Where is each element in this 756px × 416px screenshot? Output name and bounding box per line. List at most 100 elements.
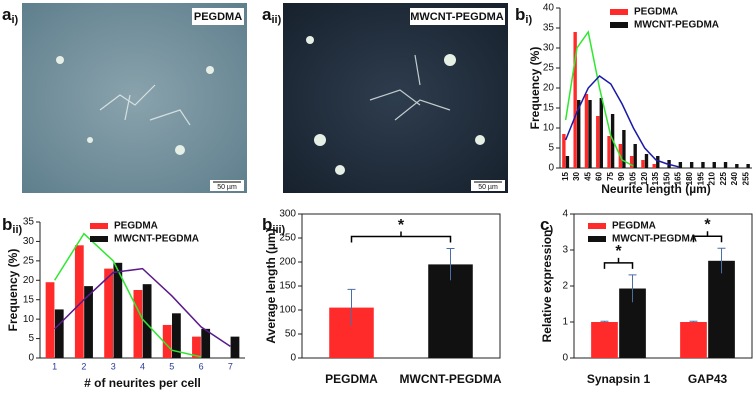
micrograph bbox=[283, 3, 508, 193]
bar bbox=[723, 162, 728, 168]
legend-label: PEGDMA bbox=[634, 7, 678, 18]
bar bbox=[562, 134, 566, 168]
cell-texture bbox=[99, 54, 451, 126]
x-tick-label: MWCNT-PEGDMA bbox=[400, 372, 502, 386]
y-tick-label: 0 bbox=[562, 353, 568, 364]
legend-swatch bbox=[90, 223, 108, 229]
y-tick-label: 2 bbox=[562, 281, 568, 292]
annotation: * bbox=[398, 217, 405, 234]
y-axis-label: Frequency (%) bbox=[6, 249, 20, 332]
bar bbox=[113, 262, 123, 358]
x-tick-label: 90 bbox=[617, 171, 626, 180]
bar bbox=[735, 164, 739, 168]
x-tick-label: 2 bbox=[81, 361, 86, 371]
x-tick-label: 210 bbox=[708, 171, 717, 185]
bar bbox=[607, 136, 611, 168]
fit-curve bbox=[54, 232, 202, 358]
bar bbox=[584, 94, 589, 168]
bar bbox=[680, 322, 707, 358]
annotation: * bbox=[704, 216, 711, 233]
legend-swatch bbox=[90, 236, 108, 242]
bar bbox=[84, 286, 93, 358]
x-tick-label: 30 bbox=[572, 171, 581, 180]
panel-sub: ) bbox=[549, 224, 553, 236]
x-tick-label: Synapsin 1 bbox=[587, 372, 651, 386]
y-tick-label: 40 bbox=[543, 3, 555, 14]
y-tick-label: 10 bbox=[23, 314, 35, 325]
micrograph bbox=[22, 3, 247, 193]
bar bbox=[701, 162, 705, 168]
bar bbox=[74, 245, 84, 358]
bar bbox=[573, 32, 577, 168]
y-tick-label: 10 bbox=[543, 123, 555, 134]
panel-label: biii) bbox=[262, 215, 286, 235]
y-tick-label: 5 bbox=[28, 333, 34, 344]
legend-label: PEGDMA bbox=[612, 221, 656, 232]
error-bar bbox=[347, 288, 356, 326]
bar bbox=[172, 313, 181, 358]
y-tick-label: 35 bbox=[23, 217, 35, 228]
x-axis-label: Neurite length (µm) bbox=[601, 182, 711, 196]
error-bar bbox=[717, 247, 726, 274]
scale-bar-box bbox=[210, 180, 244, 191]
bar bbox=[746, 164, 750, 168]
panel-letter: b bbox=[262, 215, 272, 234]
x-tick-label: 195 bbox=[696, 171, 705, 185]
bar bbox=[622, 130, 626, 168]
bar bbox=[577, 100, 581, 168]
x-tick-label: 150 bbox=[662, 171, 671, 185]
y-axis-label: Relative expression bbox=[540, 230, 554, 343]
y-tick-label: 200 bbox=[279, 257, 296, 268]
image-label: MWCNT-PEGDMA bbox=[410, 11, 504, 23]
bar bbox=[629, 156, 634, 168]
panel-sub: ii) bbox=[12, 224, 22, 236]
bar bbox=[45, 282, 55, 358]
legend-label: MWCNT-PEGDMA bbox=[634, 20, 719, 31]
bar bbox=[192, 336, 201, 358]
panel-label: bi) bbox=[515, 5, 532, 25]
x-tick-label: 255 bbox=[741, 171, 750, 185]
y-tick-label: 1 bbox=[562, 317, 568, 328]
significance-bracket bbox=[350, 231, 452, 243]
bar bbox=[652, 164, 656, 168]
x-tick-label: 180 bbox=[685, 171, 694, 185]
bar bbox=[596, 116, 600, 168]
y-tick-label: 25 bbox=[23, 255, 35, 266]
x-tick-label: 4 bbox=[140, 361, 145, 371]
panel-sub: ii) bbox=[271, 14, 281, 26]
x-tick-label: 120 bbox=[640, 171, 649, 185]
y-axis-label: Average length (µm) bbox=[264, 228, 278, 343]
x-tick-label: 135 bbox=[651, 171, 660, 185]
bar bbox=[201, 328, 211, 358]
x-tick-label: 75 bbox=[606, 171, 615, 180]
legend-swatch bbox=[588, 236, 606, 242]
y-axis-label: Frequency (%) bbox=[528, 47, 542, 130]
error-bar bbox=[600, 320, 609, 323]
panel-sub: i) bbox=[11, 14, 18, 26]
panel-label: ai) bbox=[2, 5, 19, 25]
bar bbox=[142, 284, 152, 358]
bar bbox=[162, 324, 172, 358]
y-tick-label: 15 bbox=[543, 103, 555, 114]
x-tick-label: 45 bbox=[583, 171, 592, 180]
significance-bracket bbox=[603, 257, 634, 269]
x-tick-label: GAP43 bbox=[688, 372, 728, 386]
x-tick-label: 15 bbox=[561, 171, 570, 180]
panel-letter: a bbox=[262, 5, 272, 24]
annotation: * bbox=[615, 243, 622, 260]
y-tick-label: 5 bbox=[548, 143, 554, 154]
panel-letter: b bbox=[515, 5, 525, 24]
scale-bar-label: 50 µm bbox=[217, 184, 237, 191]
panel-label: c) bbox=[540, 215, 553, 235]
bar bbox=[588, 100, 592, 168]
bar bbox=[565, 156, 570, 168]
y-tick-label: 250 bbox=[279, 233, 296, 244]
fit-curve bbox=[564, 30, 634, 167]
y-tick-label: 300 bbox=[279, 209, 296, 220]
bar bbox=[678, 162, 683, 168]
legend-label: MWCNT-PEGDMA bbox=[612, 234, 697, 245]
y-tick-label: 150 bbox=[279, 281, 296, 292]
legend-label: MWCNT-PEGDMA bbox=[114, 234, 199, 245]
x-tick-label: 60 bbox=[595, 171, 604, 180]
legend-label: PEGDMA bbox=[114, 221, 158, 232]
